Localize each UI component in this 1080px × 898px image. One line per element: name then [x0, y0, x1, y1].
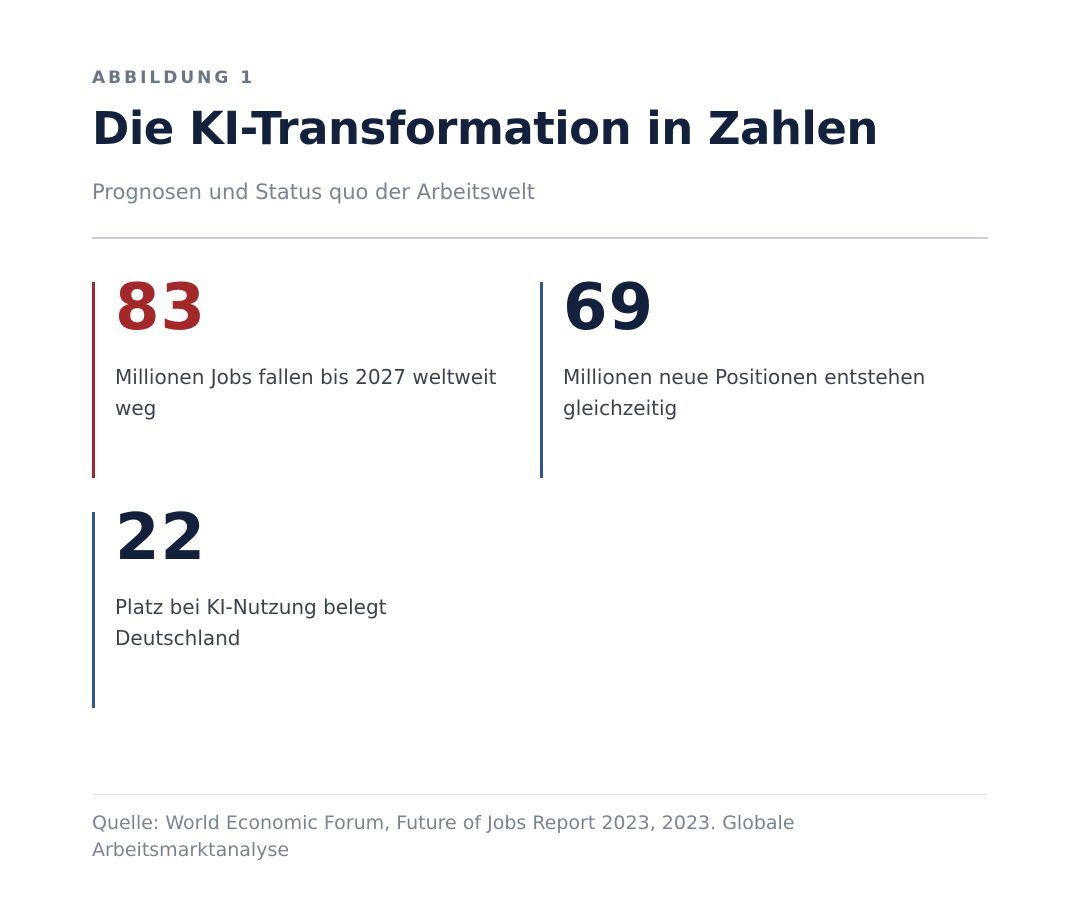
figure-title: Die KI-Transformation in Zahlen [92, 102, 878, 155]
stat-description: Platz bei KI-Nutzung belegt Deutschland [115, 595, 387, 650]
figure-subtitle: Prognosen und Status quo der Arbeitswelt [92, 180, 536, 204]
stat-value: 83 [115, 271, 207, 345]
stat-new-positions: 69 Millionen neue Positionen entstehen g… [540, 276, 988, 478]
stat-jobs-lost: 83 Millionen Jobs fallen bis 2027 weltwe… [92, 276, 512, 478]
source-note: Quelle: World Economic Forum, Future of … [92, 812, 795, 861]
stat-germany-rank: 22 Platz bei KI-Nutzung belegt Deutschla… [92, 506, 512, 708]
header-divider [92, 237, 988, 239]
stat-description: Millionen neue Positionen entstehen glei… [563, 365, 926, 420]
figure-label: ABBILDUNG 1 [92, 68, 256, 88]
footer-divider [92, 794, 988, 795]
stat-value: 22 [115, 501, 207, 575]
stat-description: Millionen Jobs fallen bis 2027 weltweit … [115, 365, 497, 420]
stat-value: 69 [563, 271, 655, 345]
